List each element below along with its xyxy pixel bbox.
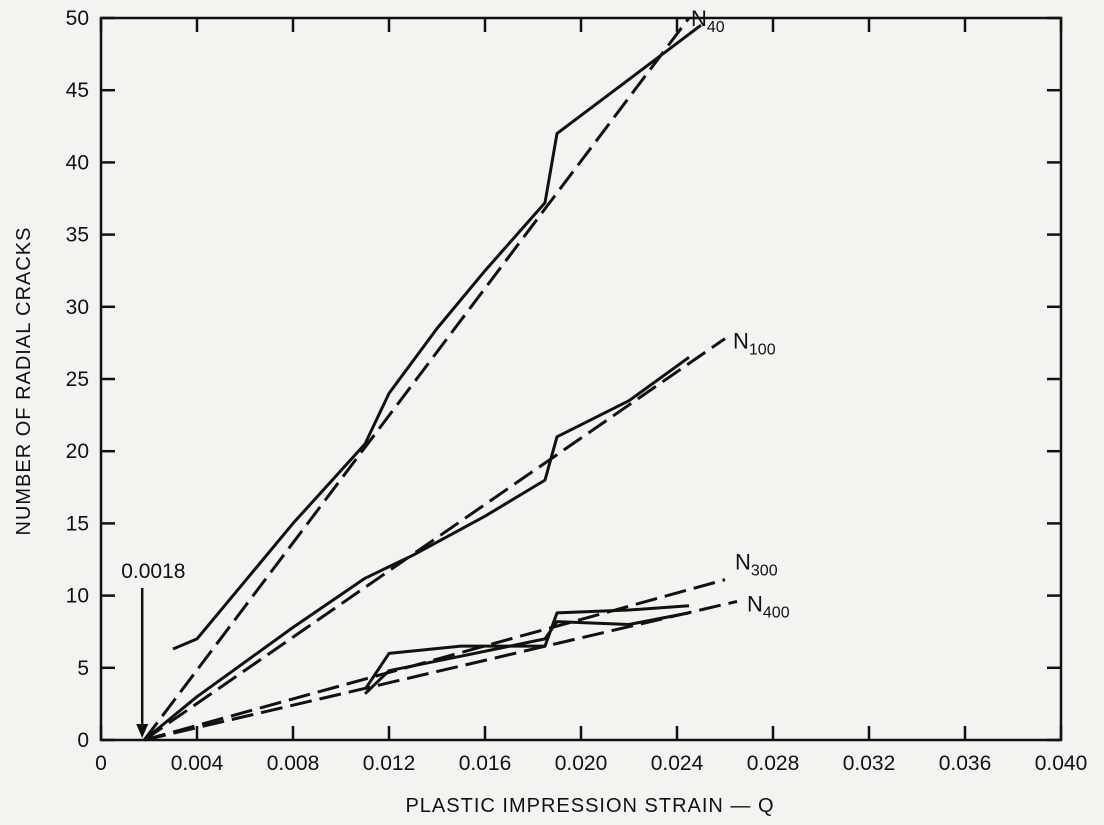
series-n100-fit-line [143, 337, 726, 742]
y-tick-label: 35 [66, 224, 89, 247]
annotation-label: 0.0018 [121, 560, 185, 583]
series-n300-fit-line [143, 578, 726, 742]
y-tick-label: 20 [66, 440, 89, 463]
x-tick-label: 0.024 [651, 752, 704, 775]
series-label-n400: N400 [747, 591, 790, 621]
y-tick-label: 0 [77, 729, 89, 752]
x-tick-label: 0.040 [1035, 752, 1088, 775]
y-tick-label: 50 [66, 7, 89, 30]
annotation-arrow-head [136, 724, 149, 738]
series-lines [143, 17, 738, 742]
annotations: 0.0018 [121, 560, 185, 738]
x-tick-label: 0 [95, 752, 107, 775]
y-axis-title: NUMBER OF RADIAL CRACKS [13, 227, 35, 536]
series-labels: N40 N100 N300 N400 [691, 6, 790, 621]
series-n40-measured-line [172, 24, 702, 651]
plot-frame [99, 16, 1063, 742]
x-tick-label: 0.012 [363, 752, 416, 775]
x-tick-label: 0.036 [939, 752, 992, 775]
y-tick-label: 40 [66, 151, 89, 174]
series-n400-fit-line [143, 599, 738, 742]
x-tick-label: 0.032 [843, 752, 896, 775]
x-axis-title: PLASTIC IMPRESSION STRAIN — Q [405, 795, 774, 817]
y-tick-label: 25 [66, 368, 89, 391]
x-tick-label: 0.028 [747, 752, 800, 775]
x-tick-label: 0.004 [171, 752, 224, 775]
axis-ticks: 0 0.004 0.008 0.012 0.016 0.020 0.024 0.028 0.03… [66, 7, 1088, 775]
plot-area [99, 16, 1063, 742]
series-n400-measured-line [363, 611, 690, 695]
x-tick-label: 0.008 [267, 752, 320, 775]
series-n100-measured-line [143, 356, 690, 742]
series-label-n300: N300 [735, 550, 778, 580]
y-tick-label: 15 [66, 512, 89, 535]
y-tick-label: 30 [66, 296, 89, 319]
x-tick-label: 0.016 [459, 752, 512, 775]
y-tick-label: 45 [66, 79, 89, 102]
series-label-n40: N40 [691, 6, 725, 36]
y-tick-label: 5 [77, 657, 89, 680]
series-n40-fit-line [143, 17, 691, 741]
series-label-n100: N100 [733, 329, 776, 359]
x-tick-label: 0.020 [555, 752, 608, 775]
y-tick-label: 10 [66, 585, 89, 608]
